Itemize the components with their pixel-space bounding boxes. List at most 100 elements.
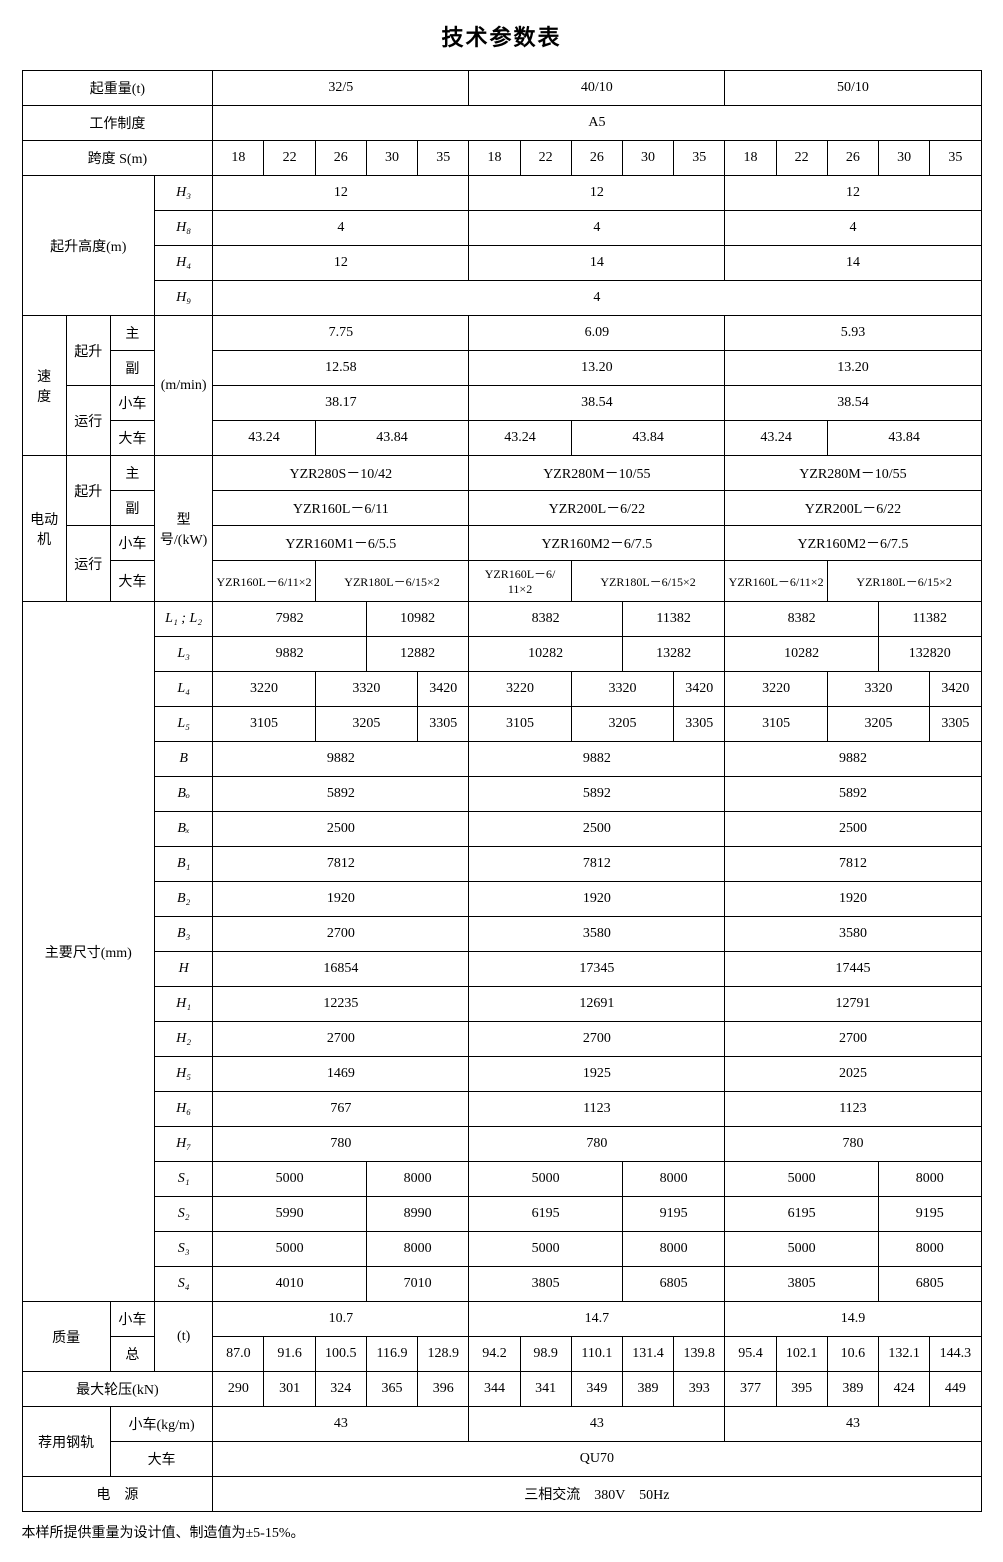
cell: 5000 bbox=[213, 1162, 367, 1197]
cell: 5.93 bbox=[725, 316, 981, 351]
cell: 17345 bbox=[469, 952, 725, 987]
spec-table: 起重量(t) 32/5 40/10 50/10 工作制度 A5 跨度 S(m) … bbox=[22, 70, 982, 1512]
sym: H₈ bbox=[155, 211, 213, 246]
cell: 8000 bbox=[622, 1232, 724, 1267]
sym: H₆ bbox=[155, 1092, 213, 1127]
cell: 449 bbox=[930, 1372, 981, 1407]
hdr-power: 电 源 bbox=[22, 1477, 213, 1512]
cell: 344 bbox=[469, 1372, 520, 1407]
cell: 5990 bbox=[213, 1197, 367, 1232]
cell: 2700 bbox=[213, 1022, 469, 1057]
sym: Bₒ bbox=[155, 777, 213, 812]
footnote: 本样所提供重量为设计值、制造值为±5-15%。 bbox=[22, 1522, 982, 1542]
cell: YZR280S－10/42 bbox=[213, 456, 469, 491]
span-cell: 35 bbox=[418, 141, 469, 176]
cell: 4 bbox=[725, 211, 981, 246]
cell: 4010 bbox=[213, 1267, 367, 1302]
sym: L₄ bbox=[155, 672, 213, 707]
span-cell: 18 bbox=[725, 141, 776, 176]
cell: 12 bbox=[213, 246, 469, 281]
speed-lift: 起升 bbox=[66, 316, 110, 386]
sym: H₅ bbox=[155, 1057, 213, 1092]
cell: 7812 bbox=[213, 847, 469, 882]
cell: 1123 bbox=[725, 1092, 981, 1127]
hdr-mass: 质量 bbox=[22, 1302, 110, 1372]
cell: 10282 bbox=[725, 637, 879, 672]
cell: 8382 bbox=[725, 602, 879, 637]
cell: 341 bbox=[520, 1372, 571, 1407]
cell: 2025 bbox=[725, 1057, 981, 1092]
cell: 5000 bbox=[725, 1232, 879, 1267]
cell: 43.84 bbox=[827, 421, 981, 456]
cell: 43 bbox=[725, 1407, 981, 1442]
sym: L₁ ; L₂ bbox=[155, 602, 213, 637]
cell: 324 bbox=[315, 1372, 366, 1407]
cell: 102.1 bbox=[776, 1337, 827, 1372]
cell: 91.6 bbox=[264, 1337, 315, 1372]
cell: 2500 bbox=[725, 812, 981, 847]
cap-2: 50/10 bbox=[725, 71, 981, 106]
speed-run: 运行 bbox=[66, 386, 110, 456]
cell: 8990 bbox=[366, 1197, 468, 1232]
cell: YZR280M－10/55 bbox=[469, 456, 725, 491]
sym: H₇ bbox=[155, 1127, 213, 1162]
cell: 2700 bbox=[725, 1022, 981, 1057]
cell: 6195 bbox=[725, 1197, 879, 1232]
cell: 3805 bbox=[725, 1267, 879, 1302]
cell: YZR180L－6/15×2 bbox=[315, 561, 469, 602]
span-cell: 26 bbox=[827, 141, 878, 176]
cell: 3220 bbox=[213, 672, 315, 707]
cell: 4 bbox=[469, 211, 725, 246]
cell: 11382 bbox=[622, 602, 724, 637]
span-cell: 35 bbox=[674, 141, 725, 176]
cell: YZR160M2－6/7.5 bbox=[725, 526, 981, 561]
cell: 3420 bbox=[674, 672, 725, 707]
cell: 3420 bbox=[930, 672, 981, 707]
cell: 3305 bbox=[930, 707, 981, 742]
sym: H₄ bbox=[155, 246, 213, 281]
span-cell: 30 bbox=[366, 141, 417, 176]
cell: 6195 bbox=[469, 1197, 623, 1232]
cell: YZR160M2－6/7.5 bbox=[469, 526, 725, 561]
motor-model: 型号/(kW) bbox=[155, 456, 213, 602]
cell: 3205 bbox=[315, 707, 417, 742]
sym: B₃ bbox=[155, 917, 213, 952]
cell: 377 bbox=[725, 1372, 776, 1407]
cell: 2700 bbox=[213, 917, 469, 952]
cell: 139.8 bbox=[674, 1337, 725, 1372]
cell: 396 bbox=[418, 1372, 469, 1407]
speed-unit: (m/min) bbox=[155, 316, 213, 456]
cell: 12.58 bbox=[213, 351, 469, 386]
cell: 13.20 bbox=[725, 351, 981, 386]
cell: 349 bbox=[571, 1372, 622, 1407]
cell: 1920 bbox=[725, 882, 981, 917]
cell: 13282 bbox=[622, 637, 724, 672]
cell: 8000 bbox=[366, 1162, 468, 1197]
cell: 10982 bbox=[366, 602, 468, 637]
cell: 9195 bbox=[622, 1197, 724, 1232]
cell: 393 bbox=[674, 1372, 725, 1407]
cell: 6.09 bbox=[469, 316, 725, 351]
cell: 38.17 bbox=[213, 386, 469, 421]
sym: B₂ bbox=[155, 882, 213, 917]
cell: 110.1 bbox=[571, 1337, 622, 1372]
sym: B bbox=[155, 742, 213, 777]
cell: 9882 bbox=[213, 742, 469, 777]
cell: 9195 bbox=[878, 1197, 981, 1232]
cell: 780 bbox=[213, 1127, 469, 1162]
cell: 5892 bbox=[213, 777, 469, 812]
cell: 1123 bbox=[469, 1092, 725, 1127]
cell: 11382 bbox=[878, 602, 981, 637]
cell: 10.6 bbox=[827, 1337, 878, 1372]
cell: 17445 bbox=[725, 952, 981, 987]
cell: 6805 bbox=[878, 1267, 981, 1302]
cell: 3805 bbox=[469, 1267, 623, 1302]
sym: B₁ bbox=[155, 847, 213, 882]
cell: 14 bbox=[725, 246, 981, 281]
cell: YZR160L－6/11×2 bbox=[725, 561, 827, 602]
cell: 1925 bbox=[469, 1057, 725, 1092]
cell: 8000 bbox=[366, 1232, 468, 1267]
cell: 12691 bbox=[469, 987, 725, 1022]
hdr-span: 跨度 S(m) bbox=[22, 141, 213, 176]
hdr-wheel: 最大轮压(kN) bbox=[22, 1372, 213, 1407]
